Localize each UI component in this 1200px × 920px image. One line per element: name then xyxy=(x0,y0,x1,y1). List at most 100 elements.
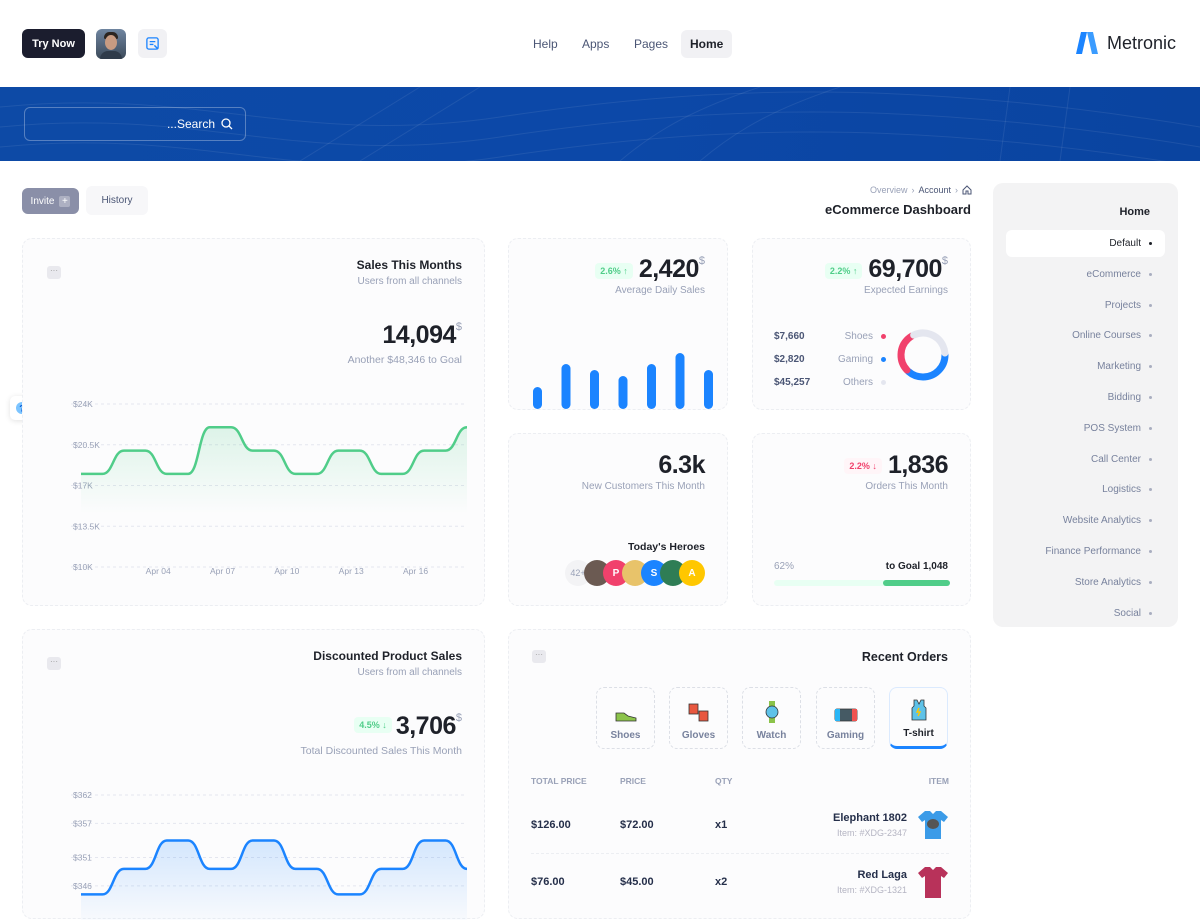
more-menu-icon[interactable]: ··· xyxy=(47,266,61,279)
x-tick-label: Apr 13 xyxy=(339,566,364,576)
bullet-icon xyxy=(1149,580,1152,584)
breadcrumb: Overview › Account › xyxy=(870,185,972,195)
sidebar-item-default[interactable]: Default xyxy=(1006,230,1165,257)
column-price: PRICE xyxy=(620,776,646,786)
notes-icon[interactable] xyxy=(138,29,167,58)
item-name[interactable]: Red Laga xyxy=(857,869,907,881)
goal-text: Another $48,346 to Goal xyxy=(347,354,462,366)
legend-dot xyxy=(881,380,886,385)
currency: $ xyxy=(455,321,462,333)
sidebar-item-label: eCommerce xyxy=(1086,268,1141,280)
progress-bar xyxy=(774,580,950,586)
earnings-value: 69,700 xyxy=(868,255,942,283)
sidebar-item-bidding[interactable]: Bidding xyxy=(1006,384,1165,411)
more-menu-icon[interactable]: ··· xyxy=(47,657,61,670)
qty: x2 xyxy=(715,876,728,888)
recent-orders-card xyxy=(508,629,971,919)
price: $72.00 xyxy=(620,819,654,831)
sidebar-item-label: Website Analytics xyxy=(1062,515,1141,527)
daily-sales-card: 2.6% ↑ 2,420$ Average Daily Sales xyxy=(508,238,728,410)
sidebar-item-label: Online Courses xyxy=(1072,330,1141,342)
bar xyxy=(675,353,685,409)
bullet-icon xyxy=(1149,457,1152,461)
price: $45.00 xyxy=(620,876,654,888)
sales-this-month-card: ··· Sales This Months Users from all cha… xyxy=(22,238,485,606)
y-tick-label: $24K xyxy=(73,399,93,409)
history-button[interactable]: History xyxy=(86,186,148,215)
item-sku: Item: #XDG-2347 xyxy=(836,828,907,838)
legend-dot xyxy=(881,334,886,339)
sidebar-item-label: Call Center xyxy=(1090,453,1141,465)
recent-orders-title: Recent Orders xyxy=(861,650,948,664)
y-tick-label: $357 xyxy=(73,818,92,828)
logo[interactable]: Metronic xyxy=(1072,31,1176,55)
nav-pages[interactable]: Pages xyxy=(634,37,669,51)
try-now-button[interactable]: Try Now xyxy=(22,29,85,58)
avatar[interactable]: A xyxy=(679,560,705,586)
nav-home[interactable]: Home xyxy=(681,30,733,58)
tab-shoes[interactable]: Shoes xyxy=(596,687,655,749)
breadcrumb-overview[interactable]: Overview xyxy=(869,185,908,195)
tab-tshirt[interactable]: T-shirt xyxy=(889,687,948,749)
sidebar-item-marketing[interactable]: Marketing xyxy=(1006,353,1165,380)
sidebar-item-projects[interactable]: Projects xyxy=(1006,292,1165,319)
bar xyxy=(533,387,542,409)
nav-help[interactable]: Help xyxy=(533,37,558,51)
bar xyxy=(561,364,571,409)
tab-gloves[interactable]: Gloves xyxy=(669,687,728,749)
sidebar-item-website-analytics[interactable]: Website Analytics xyxy=(1006,507,1165,534)
sidebar-item-ecommerce[interactable]: eCommerce xyxy=(1006,261,1165,288)
customers-label: New Customers This Month xyxy=(581,481,705,492)
discount-value: 3,706 xyxy=(395,712,457,740)
bullet-icon xyxy=(1149,242,1152,245)
sidebar-item-store-analytics[interactable]: Store Analytics xyxy=(1006,569,1165,596)
sales-area xyxy=(81,427,467,514)
sidebar-item-social[interactable]: Social xyxy=(1006,600,1165,627)
total-price: $126.00 xyxy=(531,819,571,831)
bullet-icon xyxy=(1149,365,1152,369)
sales-line xyxy=(81,426,468,476)
bullet-icon xyxy=(1149,303,1152,307)
legend-item: $7,660 Shoes xyxy=(774,325,886,348)
sidebar-item-online-courses[interactable]: Online Courses xyxy=(1006,322,1165,349)
more-menu-icon[interactable]: ··· xyxy=(532,650,546,663)
sidebar: Home Default eCommerce Projects Online Cour… xyxy=(993,183,1178,627)
home-icon[interactable] xyxy=(962,185,972,195)
item-name[interactable]: Elephant 1802 xyxy=(833,812,907,824)
currency: $ xyxy=(941,255,948,267)
invite-label: Invite xyxy=(30,195,55,207)
card-title: Sales This Months xyxy=(356,258,462,272)
breadcrumb-account[interactable]: Account xyxy=(918,185,951,195)
sidebar-item-finance-performance[interactable]: Finance Performance xyxy=(1006,538,1165,565)
tab-watch[interactable]: Watch xyxy=(742,687,801,749)
x-tick-label: Apr 10 xyxy=(274,566,299,576)
growth-badge: 2.2% ↑ xyxy=(824,263,863,279)
page-title: eCommerce Dashboard xyxy=(825,202,971,217)
watch-icon xyxy=(765,701,778,723)
earnings-donut-chart xyxy=(897,329,949,381)
wave-pattern xyxy=(0,87,1200,161)
currency: $ xyxy=(455,712,462,724)
bullet-icon xyxy=(1149,488,1152,492)
logo-icon xyxy=(1076,32,1098,54)
sidebar-heading: Home xyxy=(1119,206,1150,218)
progress-fill xyxy=(883,580,950,586)
daily-sales-label: Average Daily Sales xyxy=(615,285,705,296)
goal-text: to Goal 1,048 xyxy=(885,561,948,572)
daily-sales-value: 2,420 xyxy=(638,255,700,283)
new-customers-card: 6.3k New Customers This Month Today's He… xyxy=(508,433,728,606)
nav-apps[interactable]: Apps xyxy=(582,37,610,51)
invite-button[interactable]: Invite + xyxy=(22,188,79,214)
discount-area-chart: $362 $357 $351 $346 xyxy=(71,790,468,920)
search-input[interactable]: ...Search xyxy=(24,107,246,141)
bullet-icon xyxy=(1149,550,1152,553)
sidebar-item-call-center[interactable]: Call Center xyxy=(1006,446,1165,473)
sidebar-item-label: POS System xyxy=(1083,422,1141,434)
tshirt-icon xyxy=(911,699,926,721)
tab-gaming[interactable]: Gaming xyxy=(816,687,875,749)
sidebar-item-logistics[interactable]: Logistics xyxy=(1006,476,1165,503)
top-header xyxy=(0,0,1200,87)
sidebar-item-pos-system[interactable]: POS System xyxy=(1006,415,1165,442)
user-avatar[interactable] xyxy=(96,29,126,59)
currency: $ xyxy=(698,255,705,267)
